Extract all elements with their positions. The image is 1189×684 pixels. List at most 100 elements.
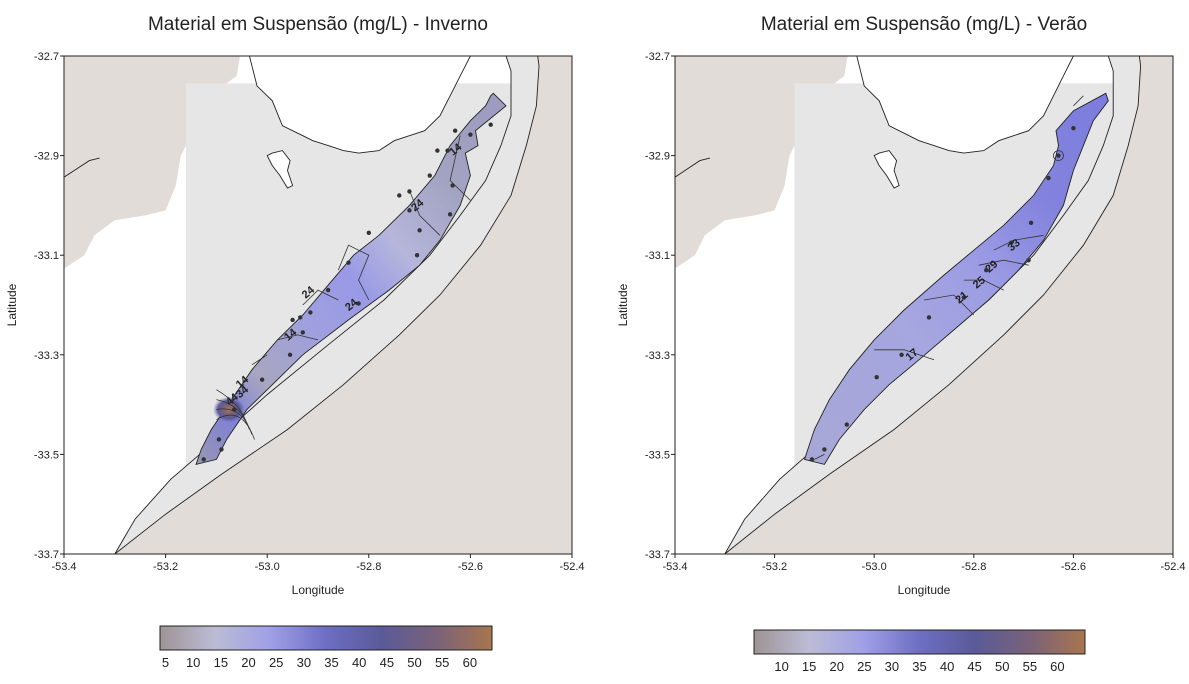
station-point [899, 352, 904, 357]
station-point [407, 208, 412, 213]
colorbar-tick-label: 10 [186, 655, 200, 670]
y-tick-label: -32.7 [645, 51, 670, 63]
station-point [287, 352, 293, 357]
x-tick-label: -52.6 [458, 561, 483, 573]
station-point [435, 148, 440, 153]
contour-line [814, 454, 825, 460]
x-tick-label: -53.2 [153, 561, 178, 573]
colorbar-tick-label: 45 [967, 659, 981, 674]
station-point [874, 375, 879, 380]
station-point [1046, 175, 1051, 181]
y-tick-label: -33.1 [34, 250, 59, 262]
x-tick-label: -52.4 [559, 561, 584, 573]
station-point [346, 260, 351, 265]
station-point [984, 267, 989, 273]
station-point [219, 447, 224, 452]
colorbar [753, 629, 1086, 655]
colorbar-tick-label: 20 [241, 655, 255, 670]
station-point [259, 377, 265, 382]
colorbar-tick-label: 45 [380, 655, 394, 670]
contour-line [302, 289, 339, 306]
station-point [300, 330, 305, 335]
colorbar-tick-label: 60 [1050, 659, 1064, 674]
colorbar-tick-label: 50 [995, 659, 1009, 674]
station-point [450, 183, 455, 188]
land-east [724, 56, 1173, 554]
y-tick-label: -33.7 [34, 549, 59, 561]
colorbar-tick-label: 10 [774, 659, 788, 674]
station-point [961, 295, 967, 300]
colorbar-tick-label: 35 [912, 659, 926, 674]
colorbar-tick-label: 60 [463, 655, 477, 670]
y-axis-label: Latitude [616, 283, 630, 326]
colorbar-tick-label: 40 [940, 659, 954, 674]
station-point [452, 128, 458, 133]
station-point [290, 317, 295, 323]
x-tick-label: -53.4 [662, 561, 687, 573]
chart-title: Material em Suspensão (mg/L) - Inverno [148, 14, 488, 35]
station-point [488, 122, 493, 127]
station-point [445, 148, 450, 153]
station-point [1026, 257, 1031, 263]
station-point [356, 301, 361, 306]
contour-line [874, 349, 935, 361]
colorbar-tick-label: 15 [802, 659, 816, 674]
x-tick-label: -53.2 [762, 561, 787, 573]
plot-frame [674, 55, 1174, 555]
station-point [447, 212, 453, 217]
x-tick-label: -53.0 [255, 561, 280, 573]
chart-title: Material em Suspensão (mg/L) - Verão [761, 14, 1087, 35]
station-point [407, 189, 412, 194]
x-tick-label: -53.4 [51, 561, 76, 573]
contour-line [963, 279, 1004, 291]
station-point [844, 422, 850, 427]
station-point [1008, 240, 1014, 245]
y-tick-label: -33.5 [645, 449, 670, 461]
x-tick-label: -52.4 [1160, 561, 1185, 573]
station-point [298, 315, 303, 320]
contour-ring [1053, 150, 1064, 162]
x-tick-label: -52.8 [356, 561, 381, 573]
island [873, 150, 900, 189]
station-point [809, 457, 815, 462]
station-point [366, 230, 371, 235]
x-tick-label: -52.6 [1061, 561, 1086, 573]
station-point [216, 437, 222, 442]
plot-frame [63, 55, 573, 555]
contour-line [449, 135, 471, 201]
station-point [1071, 126, 1076, 131]
colorbar-tick-label: 50 [407, 655, 421, 670]
contour-line [251, 354, 268, 366]
y-tick-label: -33.5 [34, 449, 59, 461]
station-point [1056, 153, 1061, 158]
survey-region [803, 92, 1109, 465]
station-point [308, 310, 313, 315]
y-tick-label: -33.3 [645, 350, 670, 362]
colorbar-tick-label: 30 [297, 655, 311, 670]
station-point [468, 132, 473, 137]
contour-line [923, 294, 975, 316]
y-axis-label: Latitude [5, 283, 19, 326]
x-axis-label: Longitude [898, 583, 951, 597]
colorbar-tick-label: 5 [162, 655, 169, 670]
island [266, 150, 294, 189]
station-point [822, 447, 827, 452]
station-point [1028, 220, 1034, 226]
y-tick-label: -32.9 [645, 151, 670, 163]
station-point [926, 315, 932, 320]
land-east [114, 56, 572, 554]
y-tick-label: -33.3 [34, 350, 59, 362]
contour-line [337, 244, 370, 301]
colorbar-tick-label: 15 [214, 655, 228, 670]
colorbar-tick-label: 20 [830, 659, 844, 674]
colorbar [159, 625, 493, 651]
station-point [427, 173, 432, 178]
colorbar-tick-label: 25 [857, 659, 871, 674]
y-tick-label: -32.9 [34, 151, 59, 163]
contour-line [277, 334, 319, 341]
colorbar-tick-label: 30 [885, 659, 899, 674]
